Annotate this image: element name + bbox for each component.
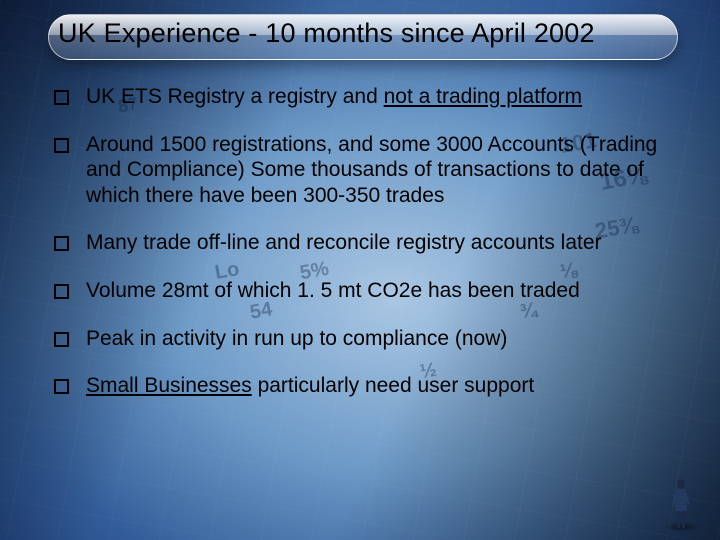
bullet-text: Peak in activity in run up to compliance… bbox=[86, 327, 507, 350]
bullet-item: Small Businesses particularly need user … bbox=[52, 373, 667, 399]
bullet-item: Volume 28mt of which 1. 5 mt CO2e has be… bbox=[52, 278, 667, 304]
bullet-item: Peak in activity in run up to compliance… bbox=[52, 326, 667, 352]
bullet-text: Volume 28mt of which 1. 5 mt CO2e has be… bbox=[86, 279, 580, 302]
bullet-item: UK ETS Registry a registry and not a tra… bbox=[52, 84, 667, 110]
businessman-figure bbox=[670, 478, 692, 530]
bullet-underline: Small Businesses bbox=[86, 374, 252, 397]
bullet-item: Around 1500 registrations, and some 3000… bbox=[52, 132, 667, 209]
bullet-text: particularly need user support bbox=[252, 374, 535, 397]
bullet-list: UK ETS Registry a registry and not a tra… bbox=[52, 84, 667, 421]
bullet-item: Many trade off-line and reconcile regist… bbox=[52, 230, 667, 256]
bullet-text: Around 1500 registrations, and some 3000… bbox=[86, 133, 657, 207]
bullet-text: Many trade off-line and reconcile regist… bbox=[86, 231, 602, 254]
bullet-text: UK ETS Registry a registry and bbox=[86, 85, 384, 108]
title-bar: UK Experience - 10 months since April 20… bbox=[48, 14, 678, 60]
slide-title: UK Experience - 10 months since April 20… bbox=[58, 18, 595, 49]
bullet-underline: not a trading platform bbox=[384, 85, 582, 108]
